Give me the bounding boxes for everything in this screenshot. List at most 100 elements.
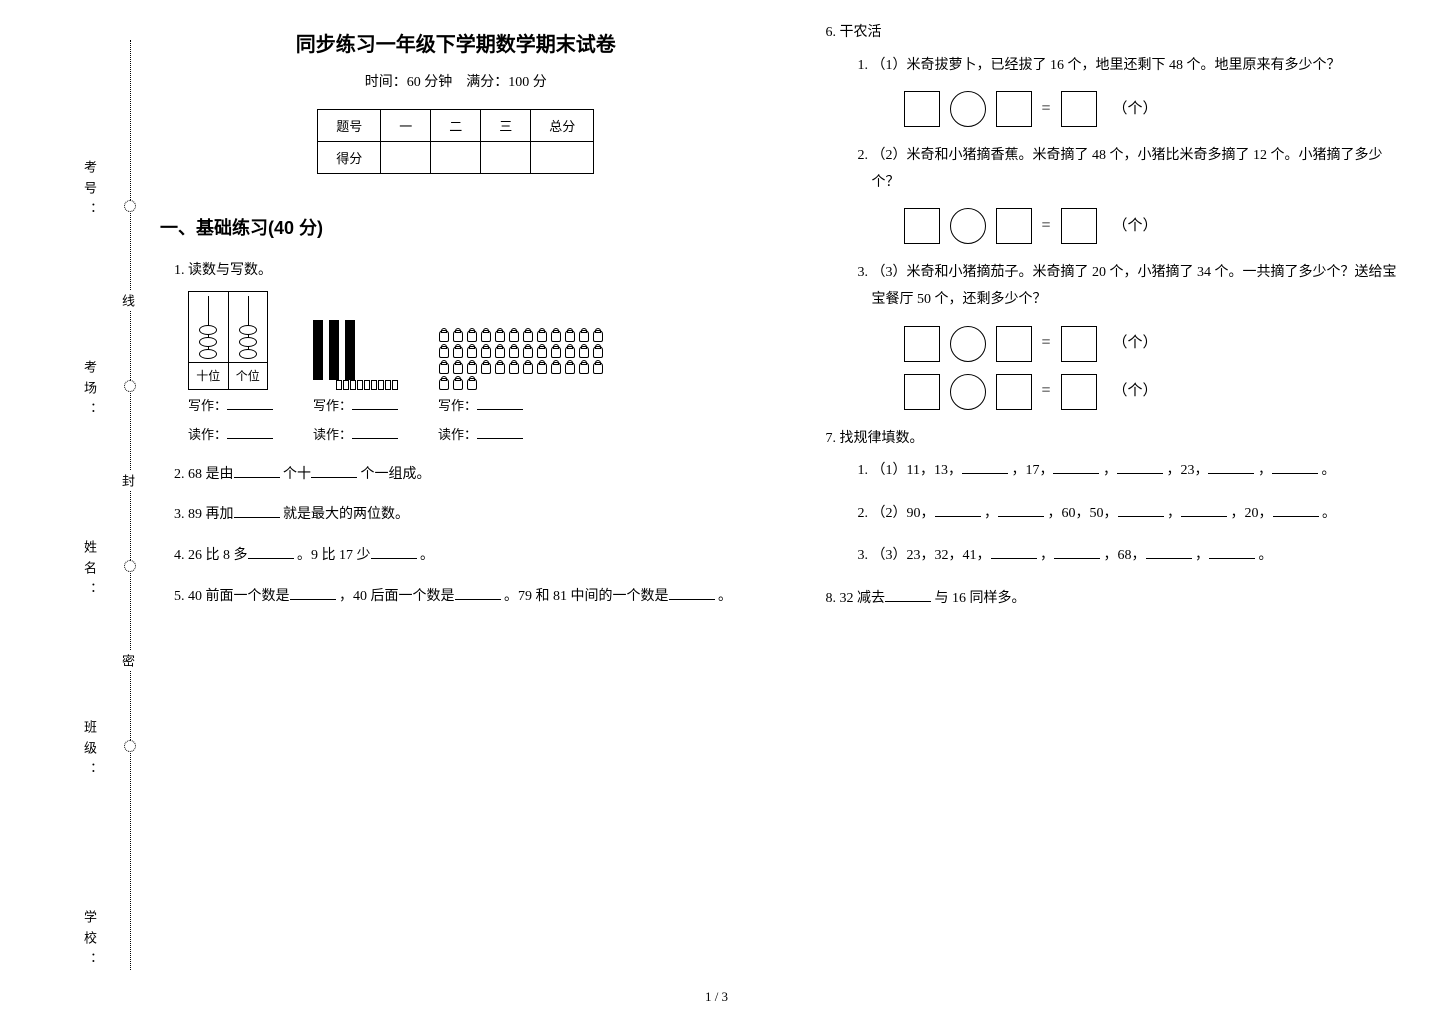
unit-label: （个） [1113, 212, 1158, 241]
tens-column [329, 320, 339, 380]
blank [227, 394, 273, 410]
q1-stem: 读数与写数。 [188, 263, 272, 278]
score-cell [531, 142, 594, 174]
operand-box [996, 374, 1032, 410]
seal-circle [124, 380, 136, 392]
q8: 32 减去 与 16 同样多。 [840, 586, 1404, 613]
paper-subtitle: 时间：60 分钟 满分：100 分 [160, 71, 752, 91]
score-cell [381, 142, 431, 174]
q7: 找规律填数。 （1）11，13， ，17， ， ，23， ， 。 （2）90， … [840, 426, 1404, 570]
equals-sign: = [1042, 328, 1051, 358]
operand-box [904, 208, 940, 244]
q5-text: 。 [718, 589, 732, 604]
score-table: 题号 一 二 三 总分 得分 [317, 109, 594, 174]
q6-3-text: （3）米奇和小猪摘茄子。米奇摘了 20 个，小猪摘了 34 个。一共摘了多少个？… [872, 265, 1397, 307]
operator-circle [950, 326, 986, 362]
q4: 26 比 8 多 。9 比 17 少 。 [188, 543, 752, 570]
q2-text: 68 是由 [188, 467, 234, 482]
unit-label: （个） [1113, 95, 1158, 124]
blank [455, 584, 501, 600]
blank [477, 394, 523, 410]
q6-1-text: （1）米奇拔萝卜，已经拔了 16 个，地里还剩下 48 个。地里原来有多少个？ [872, 58, 1341, 73]
write-label: 写作： [313, 398, 352, 413]
q1-fig-cups: 写作： 读作： [438, 328, 604, 447]
section-heading: 一、基础练习(40 分) [160, 214, 752, 240]
q7-text: 。 [1321, 463, 1335, 478]
left-column: 同步练习一年级下学期数学期末试卷 时间：60 分钟 满分：100 分 题号 一 … [160, 20, 752, 991]
operand-box [996, 91, 1032, 127]
blank [1053, 458, 1099, 474]
score-cell [481, 142, 531, 174]
score-col: 一 [381, 110, 431, 142]
blank [962, 458, 1008, 474]
blank [1181, 501, 1227, 517]
q4-text: 26 比 8 多 [188, 548, 248, 563]
dotted-seal-line [130, 40, 131, 970]
equals-sign: = [1042, 94, 1051, 124]
blank [352, 394, 398, 410]
write-label: 写作： [438, 398, 477, 413]
q5: 40 前面一个数是 ，40 后面一个数是 。79 和 81 中间的一个数是 。 [188, 584, 752, 611]
q7-text: ，20， [1231, 506, 1273, 521]
q4-text: 。9 比 17 少 [297, 548, 371, 563]
abacus-tens-rod [189, 292, 229, 362]
q2-text: 个十 [283, 467, 311, 482]
blank [227, 423, 273, 439]
unit-label: （个） [1113, 377, 1158, 406]
q6-3: （3）米奇和小猪摘茄子。米奇摘了 20 个，小猪摘了 34 个。一共摘了多少个？… [872, 260, 1404, 409]
operand-box [904, 374, 940, 410]
q8-text: 与 16 同样多。 [935, 591, 1026, 606]
score-row-label: 得分 [318, 142, 381, 174]
q3-text: 就是最大的两位数。 [283, 507, 409, 522]
seal-char-feng: 封 [118, 470, 137, 491]
q7-stem: 找规律填数。 [840, 431, 924, 446]
q7-text: ， [984, 506, 998, 521]
q6-stem: 干农活 [840, 25, 882, 40]
result-box [1061, 208, 1097, 244]
blank [669, 584, 715, 600]
equation-row: = （个） [904, 208, 1404, 244]
blank [885, 586, 931, 602]
abacus: 十位 个位 [188, 291, 268, 391]
blank [352, 423, 398, 439]
page-body: 同步练习一年级下学期数学期末试卷 时间：60 分钟 满分：100 分 题号 一 … [160, 20, 1403, 991]
blank [311, 462, 357, 478]
score-col: 题号 [318, 110, 381, 142]
result-box [1061, 326, 1097, 362]
operand-box [904, 91, 940, 127]
equation-row: = （个） [904, 91, 1404, 127]
blank [371, 543, 417, 559]
blank [290, 584, 336, 600]
unit-label: （个） [1113, 329, 1158, 358]
q3-text: 89 再加 [188, 507, 234, 522]
q6: 干农活 （1）米奇拔萝卜，已经拔了 16 个，地里还剩下 48 个。地里原来有多… [840, 20, 1404, 410]
result-box [1061, 91, 1097, 127]
equation-row: = （个） [904, 374, 1404, 410]
q4-text: 。 [420, 548, 434, 563]
q1: 读数与写数。 [188, 258, 752, 448]
q7-1: （1）11，13， ，17， ， ，23， ， 。 [872, 458, 1404, 485]
q7-text: （3）23，32，41， [872, 548, 991, 563]
seal-circle [124, 560, 136, 572]
blank [1272, 458, 1318, 474]
q7-text: （2）90， [872, 506, 935, 521]
blank [248, 543, 294, 559]
page-footer: 1 / 3 [0, 989, 1433, 1005]
blank [1208, 458, 1254, 474]
ones-strip [336, 380, 398, 390]
blank [234, 462, 280, 478]
q1-fig-abacus: 十位 个位 写作： 读作： [188, 291, 273, 448]
seal-circle [124, 740, 136, 752]
score-col: 三 [481, 110, 531, 142]
q6-2-text: （2）米奇和小猪摘香蕉。米奇摘了 48 个，小猪比米奇多摘了 12 个。小猪摘了… [872, 148, 1383, 190]
blank [998, 501, 1044, 517]
blank [991, 543, 1037, 559]
q7-text: ， [1258, 463, 1272, 478]
operand-box [904, 326, 940, 362]
q6-1: （1）米奇拔萝卜，已经拔了 16 个，地里还剩下 48 个。地里原来有多少个？ … [872, 53, 1404, 128]
abacus-tens-label: 十位 [189, 363, 229, 390]
blank [1117, 458, 1163, 474]
blank [234, 502, 280, 518]
operator-circle [950, 91, 986, 127]
result-box [1061, 374, 1097, 410]
